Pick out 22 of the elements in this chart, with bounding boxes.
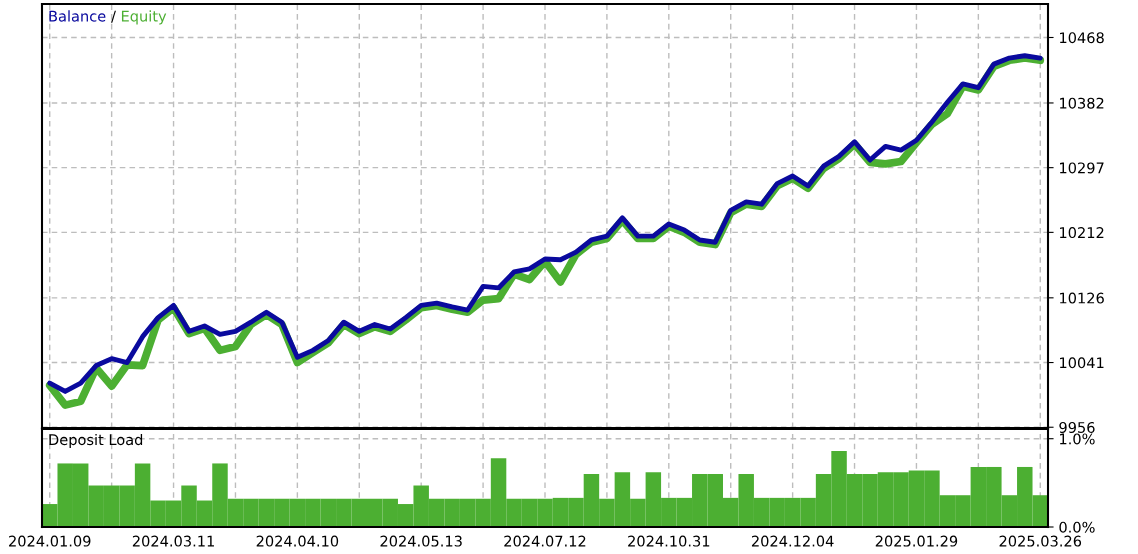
x-tick-label: 2024.05.13	[380, 535, 462, 547]
chart-title: Deposit Load	[49, 433, 143, 449]
x-tick-label: 2024.03.11	[132, 535, 214, 547]
x-tick-label: 2024.07.12	[504, 535, 586, 547]
y-tick-label: 10468	[1060, 32, 1104, 44]
y-tick-label: 10126	[1060, 292, 1104, 304]
x-tick-label: 2024.10.31	[628, 535, 710, 547]
x-tick-label: 2024.12.04	[751, 535, 834, 547]
y-tick-label: 10041	[1060, 357, 1104, 369]
y-tick-label: 1.0%	[1060, 433, 1095, 445]
y-tick-label: 0.0%	[1059, 521, 1095, 533]
annotation: /	[111, 10, 116, 23]
y-tick-label: 9956	[1059, 421, 1095, 433]
y-tick-label: 10382	[1060, 97, 1104, 109]
x-tick-label: 2025.01.29	[875, 535, 958, 547]
y-tick-label: 10212	[1060, 227, 1104, 239]
text: Equity	[121, 10, 167, 25]
x-tick-label: 2025.03.26	[999, 535, 1082, 547]
y-tick-label: 10297	[1060, 162, 1104, 174]
text: Balance	[49, 10, 106, 22]
x-tick-label: 2024.04.10	[256, 535, 339, 547]
x-tick-label: 2024.01.09	[9, 535, 91, 547]
